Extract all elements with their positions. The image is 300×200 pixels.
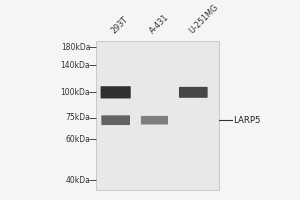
Text: LARP5: LARP5	[234, 116, 261, 125]
Text: 180kDa: 180kDa	[61, 43, 90, 52]
Text: 100kDa: 100kDa	[61, 88, 90, 97]
Text: 75kDa: 75kDa	[65, 113, 90, 122]
FancyBboxPatch shape	[179, 87, 208, 98]
FancyBboxPatch shape	[101, 115, 130, 125]
FancyBboxPatch shape	[100, 86, 131, 98]
Text: U-251MG: U-251MG	[187, 3, 220, 36]
FancyBboxPatch shape	[141, 116, 168, 125]
Text: 293T: 293T	[109, 15, 130, 36]
Text: 40kDa: 40kDa	[65, 176, 90, 185]
Text: 140kDa: 140kDa	[61, 61, 90, 70]
Text: A-431: A-431	[148, 13, 171, 36]
Text: 60kDa: 60kDa	[65, 135, 90, 144]
Bar	[96, 41, 219, 190]
